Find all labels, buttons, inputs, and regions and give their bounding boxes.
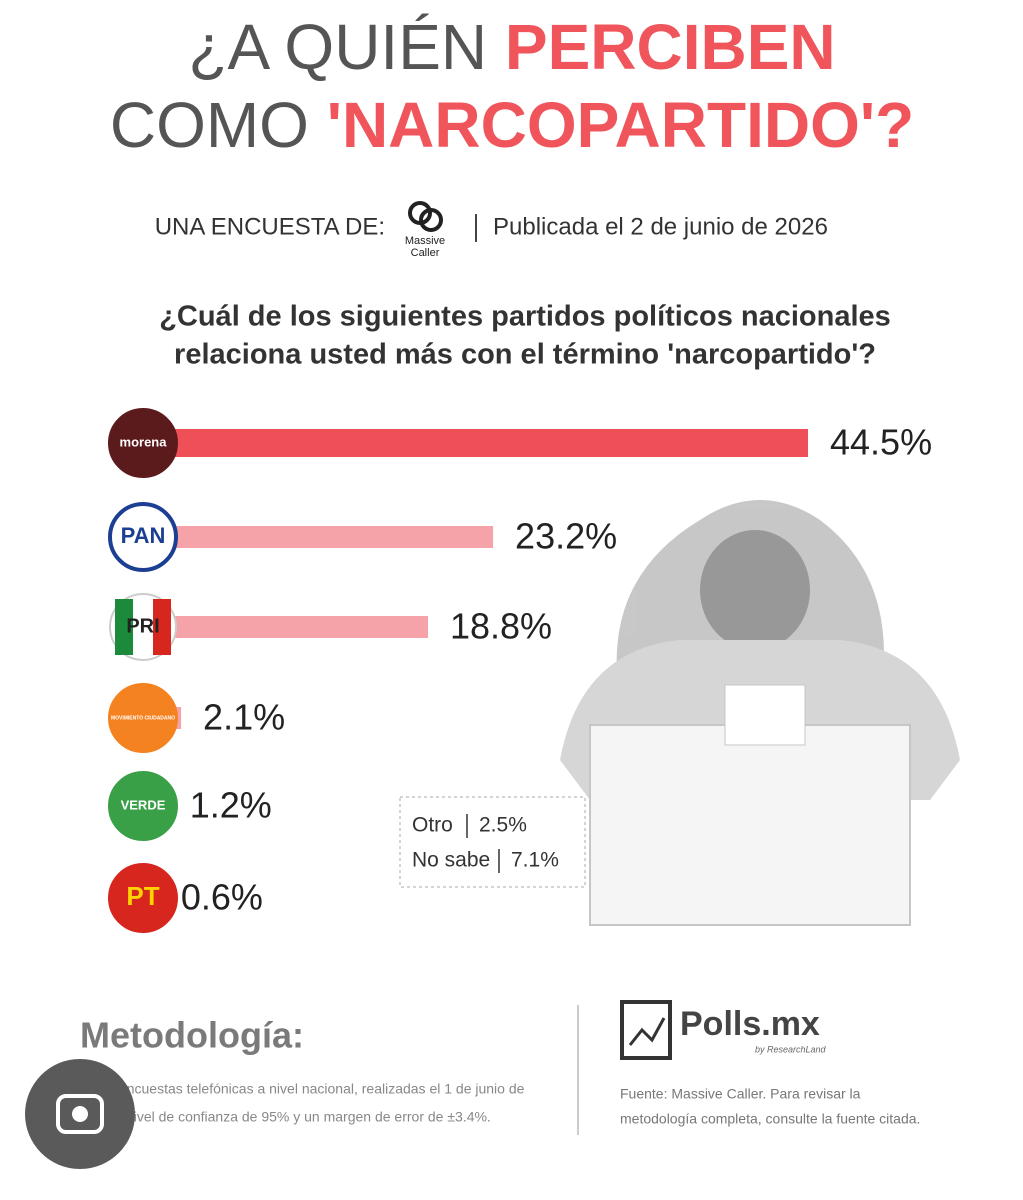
question: relaciona usted más con el término 'narc…: [174, 339, 876, 371]
logo-circle: [108, 771, 178, 841]
other-category: No sabe: [412, 849, 490, 872]
party-name: PRI: [126, 615, 159, 637]
value-label: 18.8%: [450, 606, 552, 647]
bar: [150, 429, 808, 457]
value-label: 2.1%: [203, 697, 285, 738]
value-label: 1.2%: [190, 785, 272, 826]
party-name: PT: [126, 881, 159, 911]
methodology-text: con un nivel de confianza de 95% y un ma…: [80, 1109, 491, 1125]
party-logo: PT: [108, 863, 178, 933]
value-label: 23.2%: [515, 516, 617, 557]
logo-band: [115, 599, 133, 655]
title-part: PERCIBEN: [505, 11, 836, 83]
source-text: metodología completa, consulte la fuente…: [620, 1111, 920, 1127]
survey-by: UNA ENCUESTA DE:: [155, 213, 385, 240]
other-value: 7.1%: [511, 849, 559, 872]
ballot-box: [589, 724, 911, 926]
title-part: COMO: [110, 89, 327, 161]
methodology-text: 3,000 encuestas telefónicas a nivel naci…: [80, 1081, 525, 1097]
brand-name: Polls.mx: [680, 1005, 820, 1043]
party-name: PAN: [121, 523, 166, 548]
title-line2: COMO 'NARCOPARTIDO'?: [110, 89, 914, 161]
title-line1: ¿A QUIÉN PERCIBEN: [188, 11, 835, 83]
party-name: VERDE: [121, 797, 166, 812]
other-category: Otro: [412, 814, 453, 837]
ballot: [724, 684, 806, 746]
title-part: ¿A QUIÉN: [188, 11, 505, 83]
title-part: 'NARCOPARTIDO'?: [327, 89, 914, 161]
party-name: MOVIMIENTO CIUDADANO: [111, 715, 175, 721]
methodology-title: Metodología:: [80, 1015, 304, 1056]
source-text: Fuente: Massive Caller. Para revisar la: [620, 1086, 861, 1102]
party-logo: PAN: [108, 502, 178, 572]
logo-band: [153, 599, 171, 655]
party-logo: VERDE: [108, 771, 178, 841]
logo-circle: [108, 408, 178, 478]
logo-icon: [419, 208, 443, 232]
other-value: 2.5%: [479, 814, 527, 837]
party-name: morena: [120, 434, 168, 449]
lens-button[interactable]: [25, 1059, 135, 1169]
brand-tagline: by ResearchLand: [755, 1044, 827, 1054]
value-label: 0.6%: [181, 877, 263, 918]
bar: [150, 616, 428, 638]
logo-text: Caller: [411, 247, 440, 259]
party-logo: morena: [108, 408, 178, 478]
logo-text: Massive: [405, 235, 445, 247]
pollster-logo: Massive Caller: [405, 201, 445, 259]
logo-circle: [108, 683, 178, 753]
brand-icon: [628, 1017, 666, 1046]
value-label: 44.5%: [830, 422, 932, 463]
lens-icon: [72, 1106, 88, 1122]
illustration: [560, 500, 960, 926]
published: Publicada el 2 de junio de 2026: [493, 213, 828, 240]
other-box: [399, 796, 586, 888]
lens-icon: [56, 1094, 104, 1134]
logo-circle: [108, 863, 178, 933]
logo-circle: [108, 502, 178, 572]
face: [700, 530, 810, 650]
brand-icon: [620, 1000, 672, 1060]
bar: [150, 526, 494, 548]
party-logo: MOVIMIENTO CIUDADANO: [108, 683, 178, 753]
party-logo: PRI: [109, 593, 177, 661]
question: ¿Cuál de los siguientes partidos polític…: [159, 301, 891, 333]
brand-logo: Polls.mx by ResearchLand: [620, 1000, 827, 1060]
